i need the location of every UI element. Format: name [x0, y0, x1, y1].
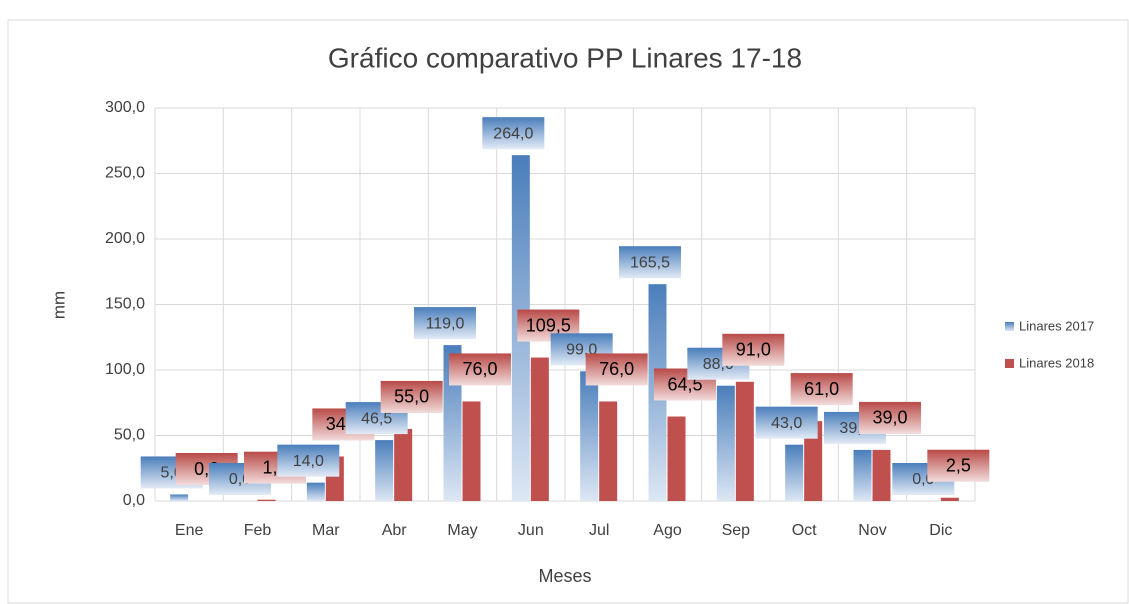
y-tick-label: 100,0 [105, 361, 145, 378]
x-tick-label: May [447, 522, 477, 539]
y-tick-label: 50,0 [114, 427, 145, 444]
data-label: 2,5 [946, 455, 971, 475]
bar [170, 494, 189, 501]
data-label: 109,5 [526, 315, 571, 335]
x-tick-label: Feb [244, 522, 272, 539]
legend-swatch [1005, 359, 1014, 368]
data-label-box [414, 307, 476, 340]
x-tick-label: Jul [589, 522, 609, 539]
bar [872, 449, 891, 501]
x-tick-label: Dic [929, 522, 952, 539]
y-tick-label: 150,0 [105, 296, 145, 313]
y-axis-label: mm [49, 291, 68, 319]
data-label-box [619, 246, 681, 279]
x-tick-label: Nov [858, 522, 886, 539]
data-label: 165,5 [630, 254, 670, 271]
data-label: 46,5 [361, 410, 392, 427]
data-label-box [790, 373, 853, 406]
bar [667, 416, 686, 501]
data-label: 61,0 [804, 379, 839, 399]
y-tick-label: 300,0 [105, 99, 145, 116]
bar [375, 440, 394, 501]
data-label: 39,0 [872, 408, 907, 428]
y-tick-label: 0,0 [123, 492, 145, 509]
bar [394, 428, 413, 501]
bar [530, 357, 549, 501]
x-tick-label: Sep [722, 522, 751, 539]
data-label: 55,0 [394, 387, 429, 407]
data-label-box [927, 449, 990, 482]
data-label: 76,0 [462, 359, 497, 379]
x-tick-label: Ago [653, 522, 682, 539]
bar [785, 444, 804, 501]
x-tick-label: Jun [518, 522, 544, 539]
data-label: 119,0 [426, 315, 465, 332]
data-label-box [482, 117, 545, 150]
data-label-box [859, 401, 921, 434]
data-label-box [449, 353, 511, 386]
data-label-box [722, 333, 785, 366]
data-label: 43,0 [771, 415, 802, 432]
legend-label: Linares 2018 [1019, 355, 1094, 370]
bar [940, 497, 959, 501]
data-label-box [585, 353, 648, 386]
data-label-box [277, 444, 340, 477]
legend-label: Linares 2017 [1019, 318, 1094, 333]
bar [462, 401, 481, 501]
bar [804, 421, 823, 501]
bar [257, 499, 276, 501]
data-label-box [755, 406, 818, 439]
bar [853, 449, 872, 501]
data-label: 76,0 [599, 359, 634, 379]
y-tick-label: 250,0 [105, 165, 145, 182]
bar [735, 381, 754, 501]
bar [716, 385, 735, 501]
bar [599, 401, 618, 501]
chart-title: Gráfico comparativo PP Linares 17-18 [328, 42, 802, 73]
x-tick-label: Oct [792, 522, 817, 539]
x-axis-label: Meses [538, 566, 591, 586]
y-tick-label: 200,0 [105, 230, 145, 247]
data-label: 91,0 [736, 340, 771, 360]
x-tick-label: Ene [175, 522, 204, 539]
data-label: 14,0 [293, 453, 324, 470]
x-tick-label: Mar [312, 522, 340, 539]
bar [580, 371, 599, 501]
data-label-box [380, 380, 443, 413]
data-label: 264,0 [493, 125, 533, 142]
bar [306, 482, 325, 501]
x-tick-label: Abr [382, 522, 408, 539]
legend-swatch [1005, 322, 1014, 331]
